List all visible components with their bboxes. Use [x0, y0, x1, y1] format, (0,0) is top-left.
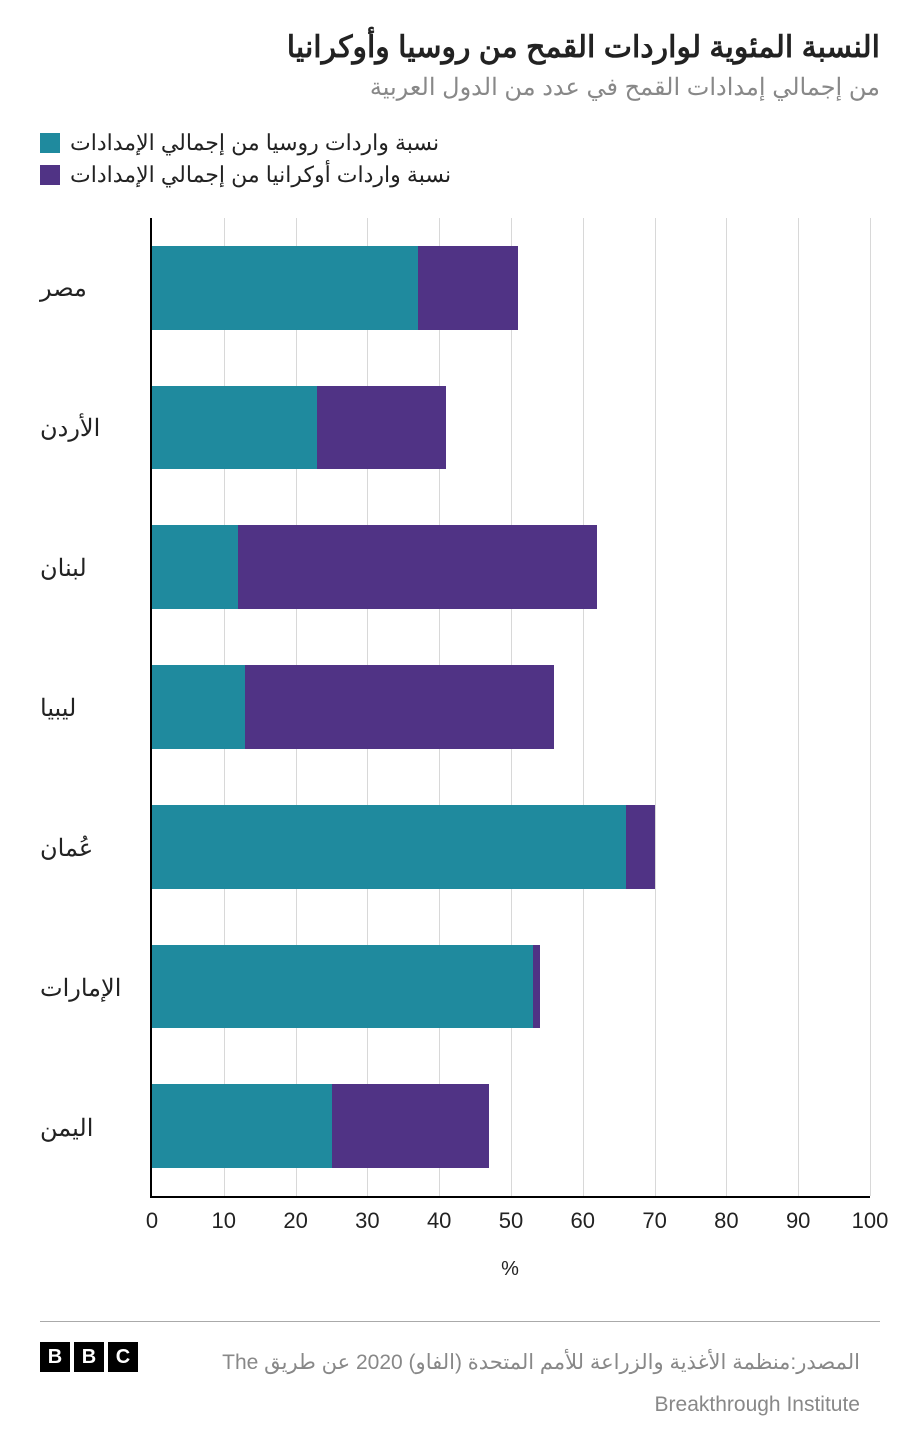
chart-title: النسبة المئوية لواردات القمح من روسيا وأ… [40, 30, 880, 65]
legend-item: نسبة واردات روسيا من إجمالي الإمدادات [40, 130, 880, 156]
x-tick-label: 50 [499, 1208, 523, 1234]
bar-segment-ukraine [317, 386, 446, 470]
x-axis-label: % [150, 1258, 870, 1281]
legend-label: نسبة واردات روسيا من إجمالي الإمدادات [70, 130, 439, 156]
bar-segment-russia [152, 246, 418, 330]
legend: نسبة واردات روسيا من إجمالي الإمدادات نسب… [40, 130, 880, 188]
x-axis-ticks: 0102030405060708090100 [152, 1198, 870, 1238]
x-tick-label: 70 [642, 1208, 666, 1234]
bar-segment-russia [152, 945, 533, 1029]
bar-segment-russia [152, 665, 245, 749]
bar-row [152, 917, 870, 1057]
bar-segment-russia [152, 805, 626, 889]
bar-segment-ukraine [533, 945, 540, 1029]
x-tick-label: 60 [571, 1208, 595, 1234]
y-axis-labels: مصرالأردنلبنانليبياعُمانالإماراتاليمن [40, 218, 150, 1198]
bar-row [152, 218, 870, 358]
bbc-logo-letter: B [74, 1342, 104, 1372]
source-text: المصدر:منظمة الأغذية والزراعة للأمم المت… [138, 1342, 880, 1426]
legend-label: نسبة واردات أوكرانيا من إجمالي الإمدادات [70, 162, 451, 188]
x-tick-label: 20 [283, 1208, 307, 1234]
bbc-logo-letter: C [108, 1342, 138, 1372]
plot-region [150, 218, 870, 1198]
bar-row [152, 358, 870, 498]
x-tick-label: 40 [427, 1208, 451, 1234]
y-axis-label: الأردن [40, 358, 150, 498]
bar-segment-russia [152, 1084, 332, 1168]
y-axis-label: مصر [40, 218, 150, 358]
bar-segment-ukraine [332, 1084, 490, 1168]
bar-segment-ukraine [626, 805, 655, 889]
bar-segment-russia [152, 386, 317, 470]
bbc-logo: BBC [40, 1342, 138, 1372]
bar-segment-ukraine [245, 665, 554, 749]
bar-row [152, 497, 870, 637]
legend-item: نسبة واردات أوكرانيا من إجمالي الإمدادات [40, 162, 880, 188]
bbc-logo-letter: B [40, 1342, 70, 1372]
bar-row [152, 1056, 870, 1196]
x-tick-label: 90 [786, 1208, 810, 1234]
bar-segment-ukraine [238, 525, 597, 609]
chart-area: مصرالأردنلبنانليبياعُمانالإماراتاليمن 0 1… [40, 218, 870, 1281]
x-tick-label: 0 [146, 1208, 158, 1234]
bar-row [152, 637, 870, 777]
bar-row [152, 777, 870, 917]
x-tick-label: 30 [355, 1208, 379, 1234]
x-tick-label: 100 [852, 1208, 889, 1234]
bars-container [152, 218, 870, 1196]
y-axis-label: عُمان [40, 778, 150, 918]
legend-swatch [40, 165, 60, 185]
gridline [870, 218, 871, 1196]
bar-segment-ukraine [418, 246, 519, 330]
x-tick-label: 10 [212, 1208, 236, 1234]
legend-swatch [40, 133, 60, 153]
y-axis-label: اليمن [40, 1058, 150, 1198]
bar-segment-russia [152, 525, 238, 609]
y-axis-label: لبنان [40, 498, 150, 638]
footer: المصدر:منظمة الأغذية والزراعة للأمم المت… [40, 1321, 880, 1426]
y-axis-label: الإمارات [40, 918, 150, 1058]
y-axis-label: ليبيا [40, 638, 150, 778]
x-tick-label: 80 [714, 1208, 738, 1234]
chart-subtitle: من إجمالي إمدادات القمح في عدد من الدول … [40, 73, 880, 102]
